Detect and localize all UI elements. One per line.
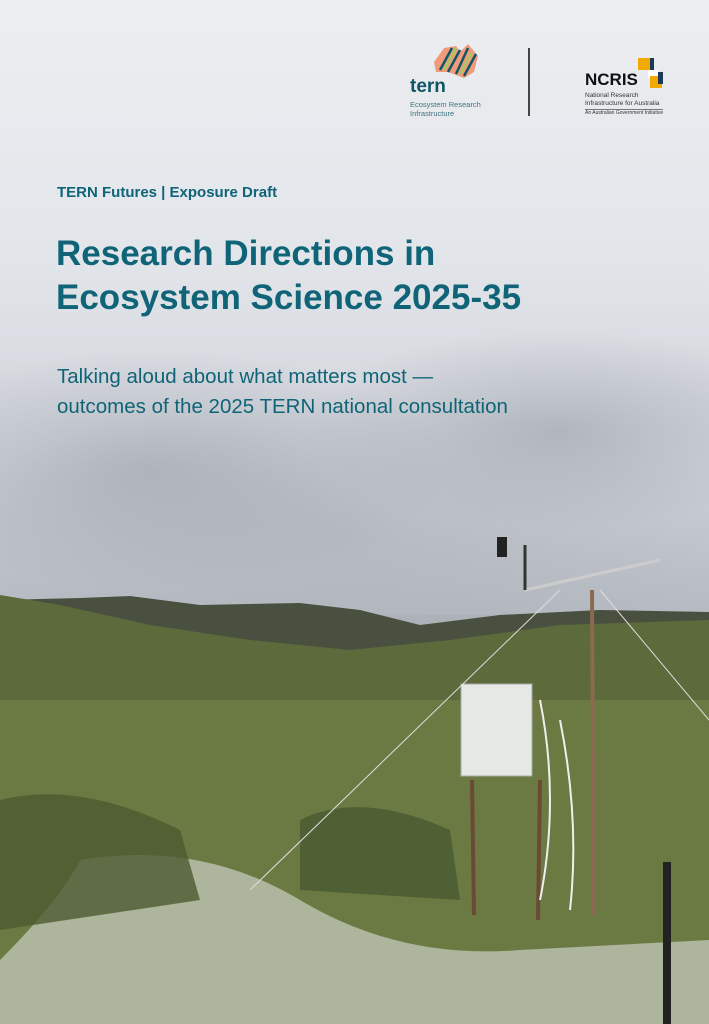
title-line-2: Ecosystem Science 2025-35: [56, 278, 522, 317]
weather-station: [470, 589, 596, 921]
logo-divider: [528, 48, 530, 116]
tern-australia-logo-icon: [434, 44, 478, 78]
tern-wordmark: tern: [410, 76, 446, 97]
subtitle-line-1: Talking aloud about what matters most —: [57, 365, 434, 388]
series-label: TERN Futures | Exposure Draft: [57, 184, 278, 201]
page-subtitle: Talking aloud about what matters most — …: [57, 362, 508, 422]
tern-subtitle: Ecosystem Research Infrastructure: [410, 100, 481, 118]
subtitle-line-2: outcomes of the 2025 TERN national consu…: [57, 395, 508, 418]
marker-post: [663, 862, 671, 1024]
ncris-tagline: An Australian Government Initiative: [585, 109, 664, 116]
header-logos: tern Ecosystem Research Infrastructure N…: [405, 40, 675, 125]
title-line-1: Research Directions in: [56, 234, 436, 273]
ncris-wordmark: NCRIS: [585, 70, 638, 89]
cloudy-sky: [0, 0, 709, 620]
enclosure-box: [460, 683, 533, 777]
ncris-cubes-icon: [638, 58, 663, 88]
page-title: Research Directions in Ecosystem Science…: [56, 232, 521, 320]
ncris-subtitle: National Research Infrastructure for Aus…: [585, 92, 660, 107]
